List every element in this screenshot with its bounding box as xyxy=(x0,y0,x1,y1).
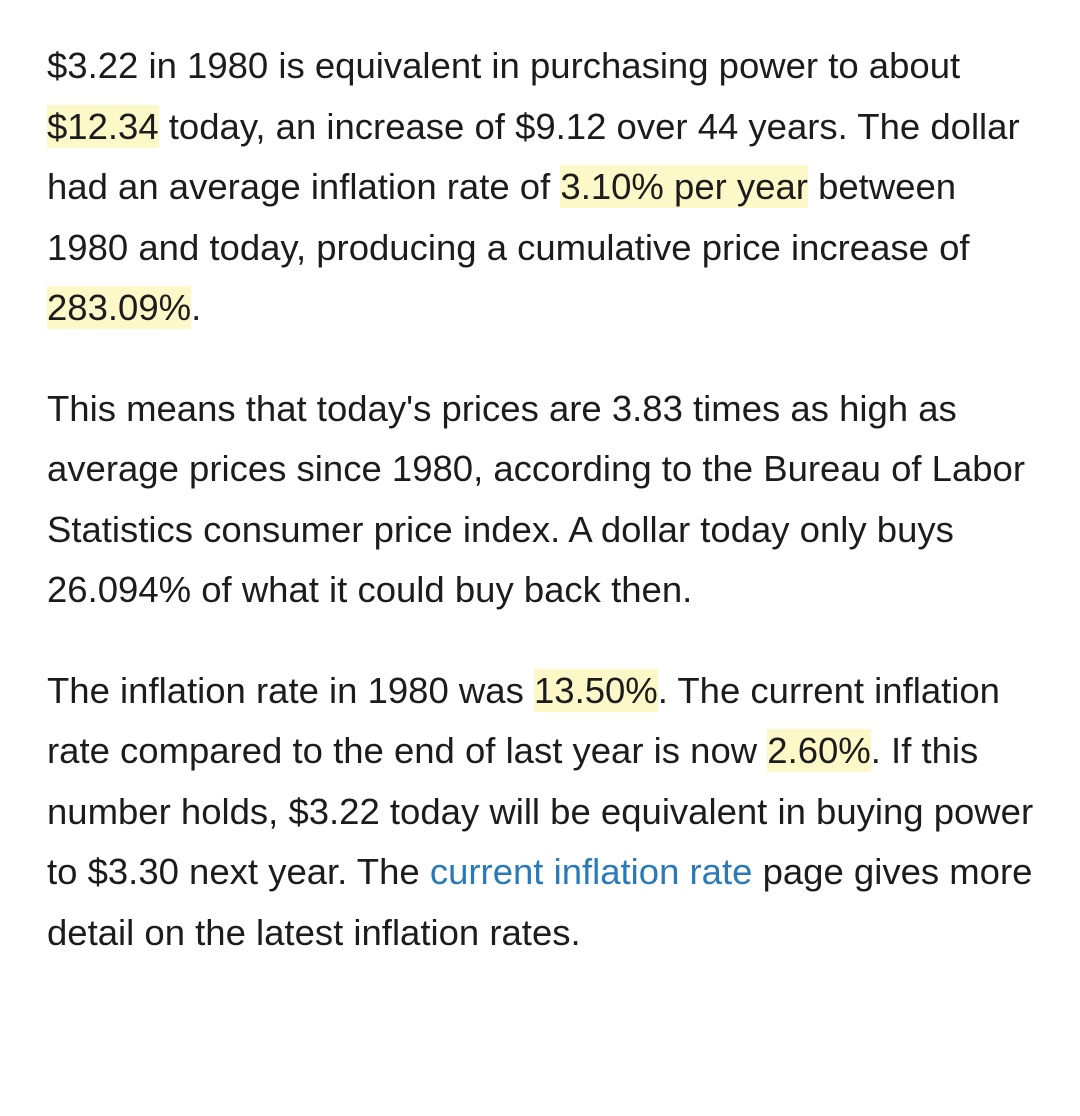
text-segment: This means that today's prices are 3.83 … xyxy=(47,387,1026,611)
text-segment: The inflation rate in 1980 was xyxy=(47,669,534,711)
text-segment: . If this number holds, $3.22 today will… xyxy=(47,730,1034,892)
text-segment: $3.22 in 1980 is equivalent in purchasin… xyxy=(47,45,961,86)
highlight-cumulative-increase: 283.09% xyxy=(47,286,192,329)
paragraph-inflation-rates: The inflation rate in 1980 was 13.50%. T… xyxy=(47,661,1047,964)
text-segment: . The current inflation rate compared to… xyxy=(47,669,1000,772)
article-body: $3.22 in 1980 is equivalent in purchasin… xyxy=(47,36,1047,963)
paragraph-price-multiple: This means that today's prices are 3.83 … xyxy=(47,379,1047,621)
highlight-1980-rate: 13.50% xyxy=(533,668,658,712)
paragraph-purchasing-power: $3.22 in 1980 is equivalent in purchasin… xyxy=(47,36,1047,339)
text-segment: between 1980 and today, producing a cumu… xyxy=(47,166,970,268)
highlight-today-value: $12.34 xyxy=(47,104,159,148)
text-segment: page gives more detail on the latest inf… xyxy=(47,851,1033,953)
highlight-current-rate: 2.60% xyxy=(767,729,871,772)
text-segment: today, an increase of $9.12 over 44 year… xyxy=(47,105,1020,208)
current-inflation-rate-link[interactable]: current inflation rate xyxy=(429,851,753,892)
text-segment: . xyxy=(191,287,202,328)
highlight-average-rate: 3.10% per year xyxy=(560,165,808,208)
